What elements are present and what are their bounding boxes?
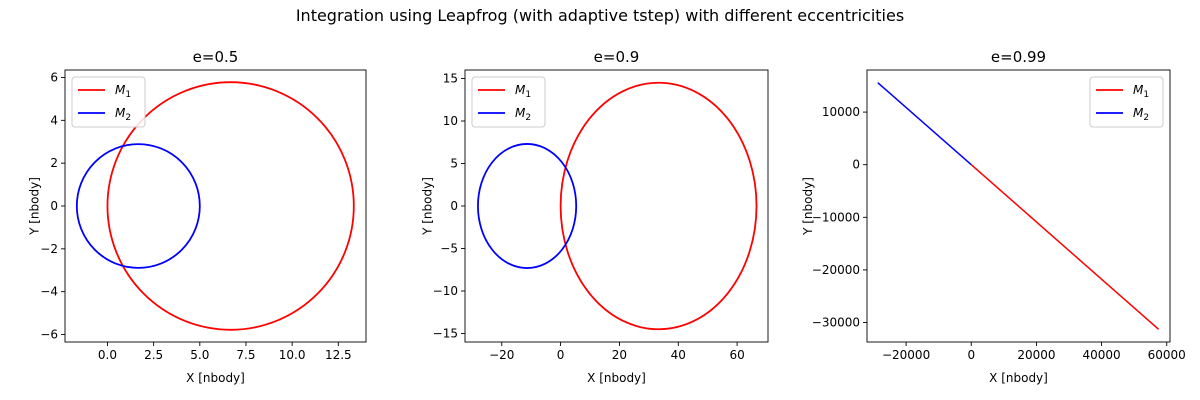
y-tick-label: −20000 [812,263,860,277]
y-tick-label: −10 [433,284,458,298]
chart-panel-2: −20 0 20 40 60 −15 −10 −5 0 5 10 15 e=0.9 X [nbody] Y … [420,48,769,385]
x-tick-label: 7.5 [236,348,255,362]
chart-panel-3: −20000 0 20000 40000 60000 −30000 −20000 −10000… [801,48,1186,385]
legend-label-m2: M2 [515,106,531,123]
x-tick-label: 0 [557,348,565,362]
y-tick-label: 0 [852,158,860,172]
series-m2-orbit [75,143,201,269]
series-m2-trajectory [877,82,972,166]
panel-title: e=0.9 [594,48,640,66]
y-tick-label: −5 [440,242,458,256]
y-tick-label: 2 [50,156,58,170]
y-tick-label: 5 [450,157,458,171]
y-tick-label: 6 [50,70,58,84]
y-tick-label: 15 [443,72,458,86]
x-tick-label: 2.5 [144,348,163,362]
series-m2-orbit [477,143,578,269]
legend-box [471,76,546,128]
y-tick-label: 10000 [822,105,860,119]
x-axis-label: X [nbody] [587,371,646,385]
x-tick-label: 20 [612,348,627,362]
y-axis-label: Y [nbody] [420,177,434,236]
x-tick-label: 40000 [1082,348,1120,362]
series-m1-orbit [559,81,758,331]
x-tick-label: 20000 [1017,348,1055,362]
y-tick-label: −30000 [812,316,860,330]
x-tick-label: 5.0 [190,348,209,362]
x-tick-label: 0.0 [98,348,117,362]
y-tick-label: −4 [40,285,58,299]
x-tick-label: 40 [671,348,686,362]
series-m1-orbit [106,81,355,331]
chart-panel-1: 0.0 2.5 5.0 7.5 10.0 12.5 −6 −4 −2 0 2 4 6 e=0.5 X [nb… [28,48,367,385]
panel-title: e=0.5 [193,48,239,66]
legend-label-m1: M1 [515,83,531,100]
axes-frame [866,69,1171,343]
x-tick-label: 0 [967,348,975,362]
y-tick-label: 4 [50,113,58,127]
x-tick-label: −20 [489,348,514,362]
y-tick-label: −10000 [812,210,860,224]
x-tick-label: 12.5 [325,348,352,362]
figure-title: Integration using Leapfrog (with adaptiv… [295,6,905,25]
x-axis-label: X [nbody] [186,371,245,385]
legend-box [1089,76,1164,128]
y-axis-label: Y [nbody] [801,177,815,236]
legend-box [71,76,146,128]
y-tick-label: 0 [50,199,58,213]
y-tick-label: 0 [450,199,458,213]
y-tick-label: −2 [40,242,58,256]
x-tick-label: 10.0 [279,348,306,362]
legend-label-m1: M1 [115,83,131,100]
x-tick-label: −20000 [882,348,930,362]
panel-title: e=0.99 [991,48,1046,66]
legend-label-m2: M2 [115,106,131,123]
legend-label-m1: M1 [1133,83,1149,100]
x-tick-label: 60000 [1148,348,1186,362]
x-axis-label: X [nbody] [989,371,1048,385]
y-tick-label: 10 [443,114,458,128]
y-axis-label: Y [nbody] [28,177,42,236]
y-tick-label: −15 [433,327,458,341]
y-tick-label: −6 [40,328,58,342]
series-m1-trajectory [970,164,1160,330]
legend-label-m2: M2 [1133,106,1149,123]
x-tick-label: 60 [729,348,744,362]
